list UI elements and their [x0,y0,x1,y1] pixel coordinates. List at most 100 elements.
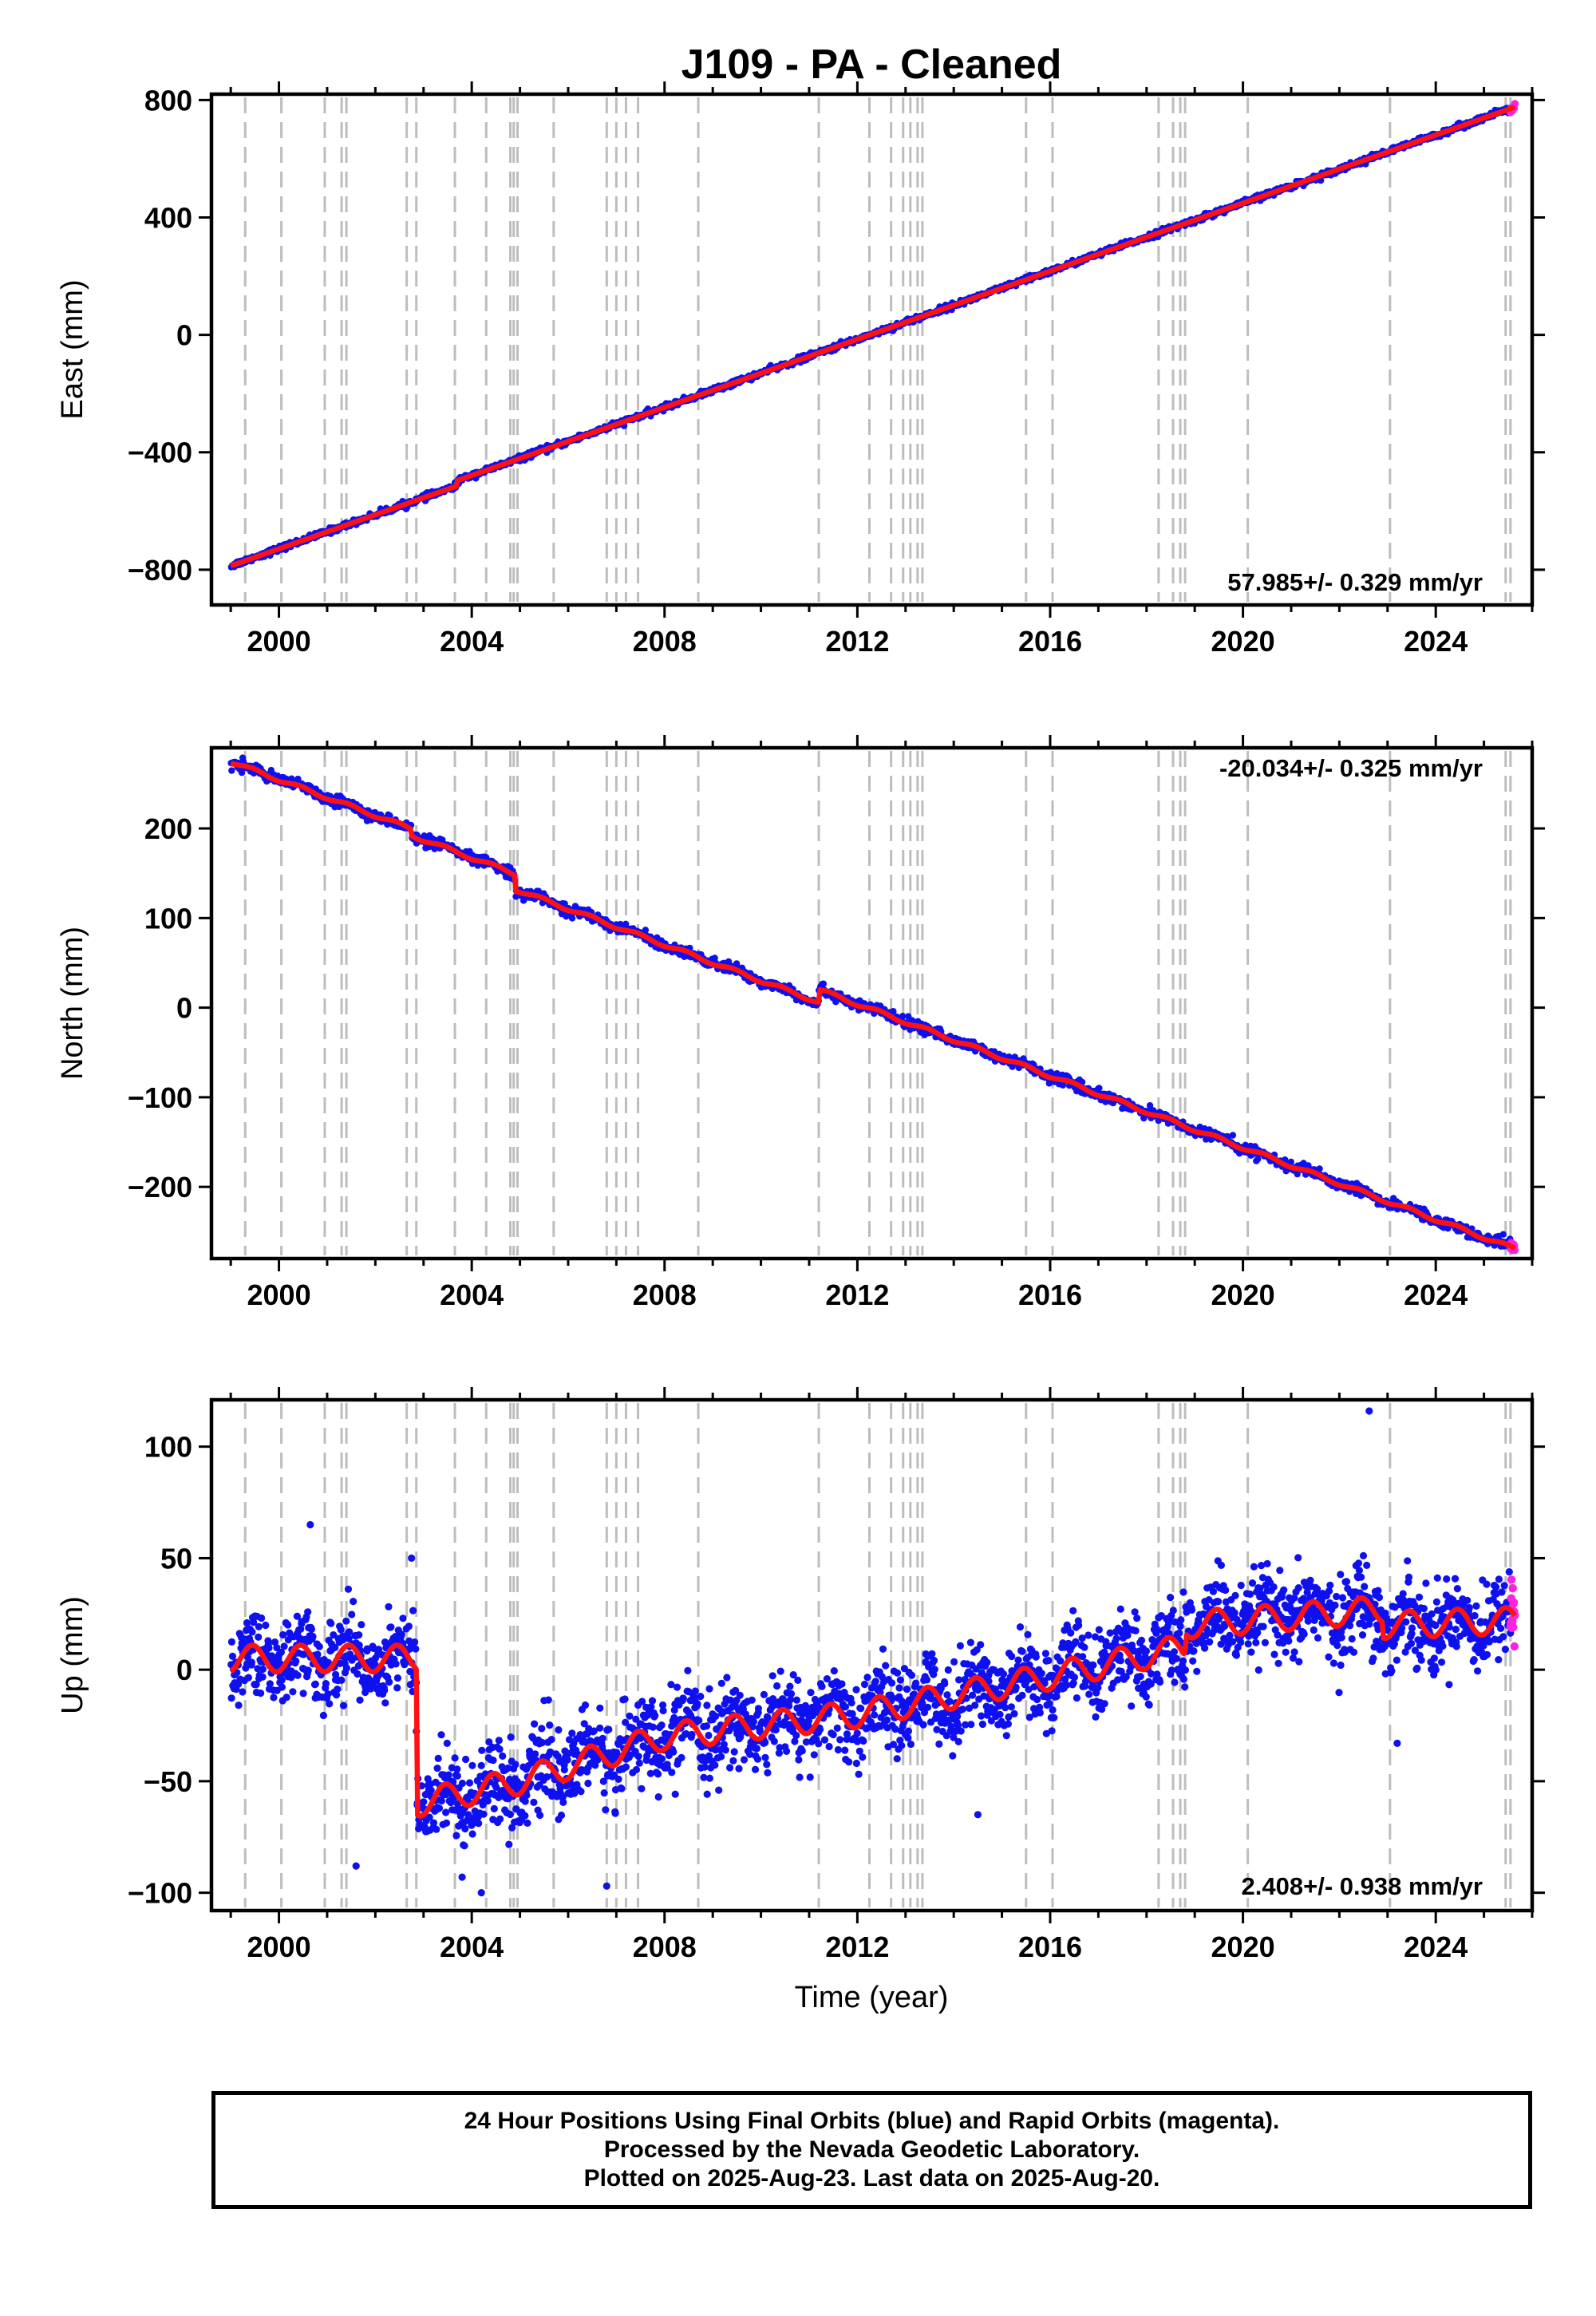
final-orbit-point [859,1753,867,1761]
final-orbit-point [433,1765,441,1773]
final-orbit-point [512,1761,519,1769]
final-orbit-point [776,1667,784,1675]
y-tick-label: 0 [176,319,192,352]
final-orbit-point [484,1796,492,1805]
final-orbit-point [477,1761,485,1769]
final-orbit-point [393,1674,401,1682]
final-orbit-point [857,1705,865,1713]
final-orbit-point [654,1793,662,1801]
final-orbit-point [311,1680,319,1688]
final-orbit-point [393,1684,401,1692]
final-orbit-point [381,1686,389,1694]
final-orbit-point [265,1644,273,1652]
east-y-axis-label: East (mm) [56,279,89,419]
final-orbit-point [730,1748,738,1756]
final-orbit-point [227,1694,235,1702]
final-orbit-point [563,1756,571,1764]
final-orbit-point [596,1724,604,1732]
final-orbit-point [688,1730,696,1738]
final-orbit-point [838,1680,846,1688]
final-orbit-point [435,1804,444,1812]
final-orbit-point [651,1712,659,1720]
final-orbit-point [1096,1085,1103,1092]
final-orbit-point [695,1717,703,1725]
final-orbit-point [495,1737,503,1745]
final-orbit-point [847,1699,855,1707]
final-orbit-point [602,1806,610,1814]
final-orbit-point [705,1685,713,1693]
final-orbit-point [437,1796,446,1805]
final-orbit-point [830,1667,838,1675]
final-orbit-point [475,1820,483,1828]
final-orbit-point [621,1695,629,1703]
final-orbit-point [581,1701,590,1709]
final-orbit-point [322,1680,330,1688]
final-orbit-point [841,1703,849,1711]
final-orbit-point [843,1730,851,1738]
final-orbit-point [678,1753,685,1761]
final-orbit-point [825,1742,833,1751]
final-orbit-point [257,1690,265,1697]
final-orbit-point [338,1676,346,1684]
final-orbit-point [409,1607,417,1614]
final-orbit-point [544,1696,552,1704]
final-orbit-point [783,1747,791,1755]
final-orbit-point [531,1720,539,1728]
final-orbit-point [671,1790,679,1798]
final-orbit-point [248,1628,256,1636]
final-orbit-point [507,1733,515,1741]
final-orbit-point [820,1736,829,1744]
final-orbit-point [705,1731,713,1740]
final-orbit-point [712,1712,720,1721]
y-tick-label: −400 [128,437,192,469]
final-orbit-point [505,1840,513,1848]
final-orbit-point [434,1754,442,1762]
y-tick-label: 100 [144,902,192,935]
final-orbit-point [605,1725,613,1733]
final-orbit-point [461,1824,469,1833]
final-orbit-point [356,1696,364,1704]
x-tick-label: 2012 [825,1279,889,1311]
final-orbit-point [705,1774,714,1782]
final-orbit-point [577,1788,585,1796]
final-orbit-point [693,1700,701,1708]
final-orbit-point [334,1686,342,1694]
final-orbit-point [259,1673,267,1681]
final-orbit-point [770,1737,778,1745]
final-orbit-point [342,1664,350,1672]
final-orbit-point [721,1746,729,1754]
y-tick-label: −100 [128,1081,192,1114]
final-orbit-point [658,1755,666,1763]
final-orbit-point [559,1798,567,1806]
north-panel: 2000 2004 2008 2012 2016 2020 2024−200−1000100… [56,735,1545,1311]
final-orbit-point [294,1671,302,1679]
final-orbit-point [443,1739,451,1747]
final-orbit-point [622,1763,630,1771]
final-orbit-point [763,1761,771,1769]
east-rate-label: 57.985+/- 0.329 mm/yr [1227,568,1483,596]
x-tick-label: 2016 [1018,625,1082,658]
final-orbit-point [266,1680,274,1688]
x-tick-label: 2008 [633,1279,697,1311]
final-orbit-point [278,1683,286,1691]
final-orbit-point [453,1772,461,1780]
final-orbit-point [668,1769,676,1777]
final-orbit-point [326,1700,334,1708]
final-orbit-point [703,1790,711,1798]
final-orbit-point [810,1751,818,1759]
final-orbit-point [506,1810,515,1819]
final-orbit-point [530,1798,538,1806]
final-orbit-point [478,1746,486,1754]
final-orbit-point [753,1755,762,1763]
final-orbit-point [442,1808,450,1816]
final-orbit-point [546,1721,554,1729]
final-orbit-point [289,1688,297,1696]
final-orbit-point [658,1721,666,1729]
final-orbit-point [673,1683,681,1691]
final-orbit-point [392,1660,400,1668]
final-orbit-point [344,1585,353,1593]
final-orbit-point [399,1614,407,1622]
final-orbit-point [638,1784,646,1792]
final-orbit-point [726,1764,734,1772]
